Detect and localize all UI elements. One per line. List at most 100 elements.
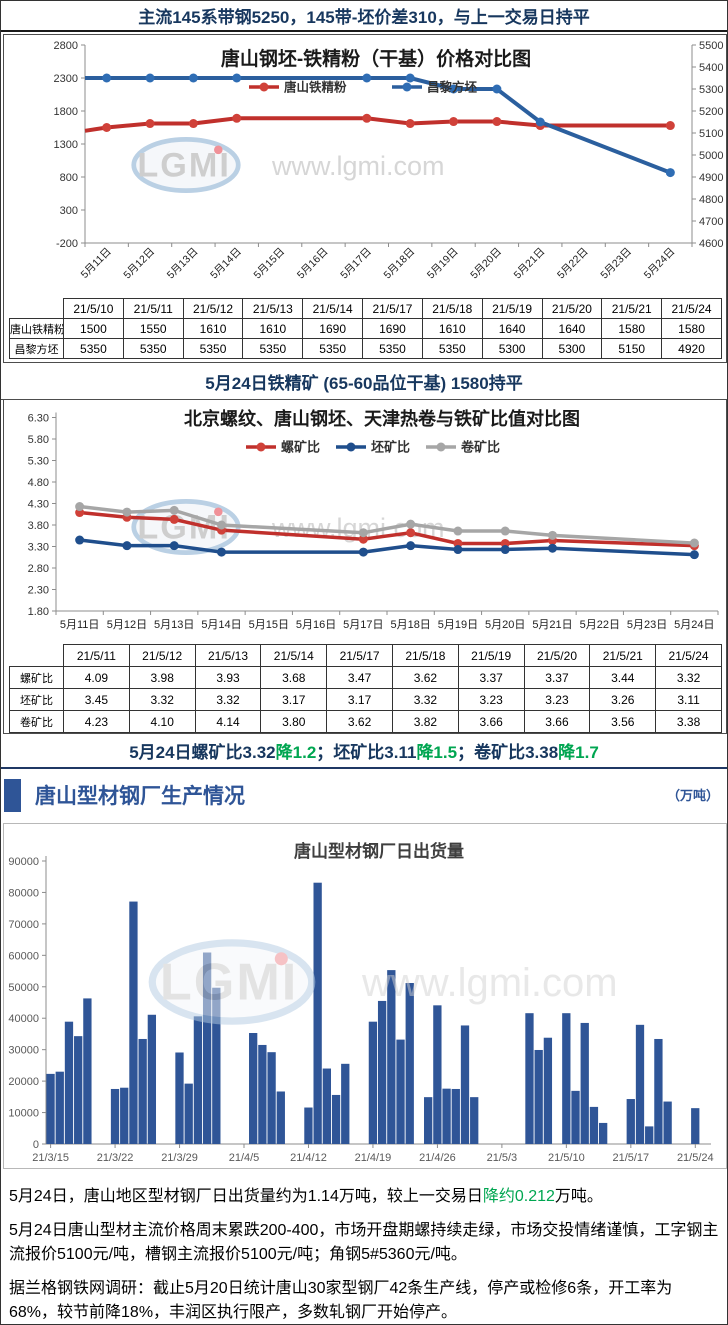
bar bbox=[138, 1038, 147, 1144]
bar bbox=[267, 1052, 276, 1144]
y-axis-label: 4.80 bbox=[28, 477, 49, 489]
table-cell: 1690 bbox=[362, 318, 423, 339]
commentary-block: 5月24日，唐山地区型材钢厂日出货量约为1.14万吨，较上一交易日降约0.212… bbox=[1, 1169, 727, 1324]
legend-label: 唐山铁精粉 bbox=[284, 80, 347, 95]
table-cell: 1500 bbox=[63, 318, 124, 339]
bar bbox=[175, 1052, 184, 1144]
y-axis-label: 40000 bbox=[8, 1013, 39, 1025]
x-axis-label: 5月23日 bbox=[627, 619, 667, 631]
column-header: 21/5/20 bbox=[541, 298, 603, 319]
x-axis-label: 5月22日 bbox=[555, 246, 591, 282]
bar bbox=[64, 1021, 74, 1144]
y-axis-label: 2.30 bbox=[28, 585, 49, 597]
price-compare-line-chart: LGMI www.lgmi.com 唐山钢坯-铁精粉（干基）价格对比图 2800 230… bbox=[54, 40, 724, 282]
x-axis-label: 21/5/3 bbox=[487, 1152, 518, 1164]
left-axis-label: 1300 bbox=[54, 139, 78, 151]
data-point bbox=[122, 507, 132, 517]
bar bbox=[451, 1088, 460, 1144]
bar bbox=[258, 1044, 267, 1144]
text-segment: 5月24日，唐山地区型材钢厂日出货量约为1.14万吨，较上一交易日 bbox=[9, 1188, 483, 1205]
bar bbox=[525, 1013, 534, 1144]
column-header: 21/5/17 bbox=[326, 644, 393, 667]
left-axis-label: 2800 bbox=[54, 40, 78, 52]
text-segment: 降1.5 bbox=[416, 743, 458, 762]
x-axis-label: 5月15日 bbox=[249, 619, 289, 631]
bar bbox=[645, 1126, 654, 1144]
column-header: 21/5/14 bbox=[302, 298, 364, 319]
y-axis-label: 20000 bbox=[8, 1076, 39, 1088]
data-point bbox=[500, 526, 510, 536]
bar bbox=[599, 1122, 608, 1144]
column-header: 21/5/11 bbox=[122, 298, 184, 319]
data-point bbox=[362, 73, 372, 83]
y-axis-label: 4.30 bbox=[28, 499, 49, 511]
data-point bbox=[689, 550, 699, 560]
y-axis-label: 1.80 bbox=[28, 606, 49, 618]
y-axis-label: 70000 bbox=[8, 919, 39, 931]
legend-label: 昌黎方坯 bbox=[427, 80, 478, 95]
x-axis-label: 5月16日 bbox=[296, 619, 336, 631]
y-axis-label: 0 bbox=[33, 1139, 39, 1151]
data-point bbox=[188, 73, 198, 83]
table-cell: 3.32 bbox=[391, 688, 459, 711]
table-row: 唐山铁精粉 1500 1550 1610 1610 1690 1690 1610 1640 164… bbox=[9, 318, 722, 339]
x-axis-label: 5月20日 bbox=[468, 246, 504, 282]
x-axis-label: 5月23日 bbox=[598, 246, 634, 282]
table-cell: 5300 bbox=[541, 338, 603, 359]
bar bbox=[635, 1024, 645, 1144]
data-point bbox=[102, 123, 112, 132]
right-axis-label: 5000 bbox=[699, 150, 723, 162]
bar bbox=[276, 1091, 285, 1144]
daily-shipment-bar-chart: 唐山型材钢厂日出货量 90000 80000 70000 60000 50000 40000… bbox=[8, 841, 713, 1164]
bar bbox=[304, 1107, 313, 1144]
lgmi-watermark: LGMI www.lgmi.com bbox=[131, 136, 445, 194]
row-label: 坯矿比 bbox=[9, 688, 64, 711]
y-axis-label: 6.30 bbox=[28, 413, 49, 425]
x-axis-label: 5月11日 bbox=[60, 619, 100, 631]
x-axis-label: 21/4/12 bbox=[290, 1152, 327, 1164]
table-header-row: 21/5/11 21/5/12 21/5/13 21/5/14 21/5/17 21/5/… bbox=[10, 644, 722, 667]
data-point bbox=[406, 528, 416, 538]
text-segment: ；卷矿比3.38 bbox=[457, 743, 559, 762]
bar bbox=[193, 1016, 203, 1144]
column-header: 21/5/17 bbox=[362, 298, 423, 319]
commentary-paragraph: 5月24日唐山型材主流价格周末累跌200-400，市场开盘期螺持续走绿，市场交投… bbox=[9, 1219, 719, 1267]
data-point bbox=[665, 168, 675, 178]
data-point bbox=[453, 545, 463, 555]
table-cell: 3.45 bbox=[63, 688, 130, 711]
data-point bbox=[169, 541, 179, 551]
data-point bbox=[75, 502, 85, 512]
column-header: 21/5/13 bbox=[242, 298, 304, 319]
bar bbox=[442, 1088, 451, 1144]
data-point bbox=[405, 73, 415, 83]
right-axis-label: 4900 bbox=[699, 172, 723, 184]
section-bullet-icon bbox=[4, 779, 21, 812]
y-axis-label: 30000 bbox=[8, 1045, 39, 1057]
left-axis-label: 1800 bbox=[54, 106, 78, 118]
y-axis-label: 10000 bbox=[8, 1108, 39, 1120]
x-axis-label: 5月17日 bbox=[338, 246, 374, 282]
section-unit-label: （万吨） bbox=[666, 788, 719, 803]
x-axis-label: 5月24日 bbox=[642, 246, 678, 282]
data-point bbox=[689, 538, 699, 548]
bar bbox=[405, 983, 414, 1144]
legend-marker-icon bbox=[436, 442, 446, 452]
table-cell: 3.93 bbox=[194, 666, 262, 689]
data-point bbox=[665, 121, 675, 131]
table-cell: 5350 bbox=[122, 338, 184, 359]
x-axis-label: 5月14日 bbox=[208, 246, 244, 282]
lgmi-logo-dot-icon bbox=[274, 952, 288, 966]
table-cell: 3.17 bbox=[326, 688, 393, 711]
bar bbox=[331, 1094, 341, 1144]
table-row: 螺矿比 4.09 3.98 3.93 3.68 3.47 3.62 3.37 3.37 3.44 3… bbox=[9, 666, 722, 689]
y-axis-label: 3.30 bbox=[28, 542, 49, 554]
commentary-paragraph: 据兰格钢铁网调研：截止5月20日统计唐山30家型钢厂42条生产线，停产或检修6条… bbox=[9, 1277, 719, 1324]
text-segment: 降1.2 bbox=[275, 743, 317, 762]
bar bbox=[562, 1013, 571, 1144]
table-row: 卷矿比 4.23 4.10 4.14 3.80 3.62 3.82 3.66 3.66 3.56 3… bbox=[9, 710, 722, 733]
chart-title: 唐山钢坯-铁精粉（干基）价格对比图 bbox=[221, 47, 531, 70]
ratio-table: 21/5/11 21/5/12 21/5/13 21/5/14 21/5/17 21/5/… bbox=[9, 644, 722, 733]
data-point bbox=[492, 84, 502, 94]
ratio-line-chart: LGMI www.lgmi.com北京螺纹、唐山钢坯、天津热卷与铁矿比值对比图6.… bbox=[28, 408, 719, 631]
